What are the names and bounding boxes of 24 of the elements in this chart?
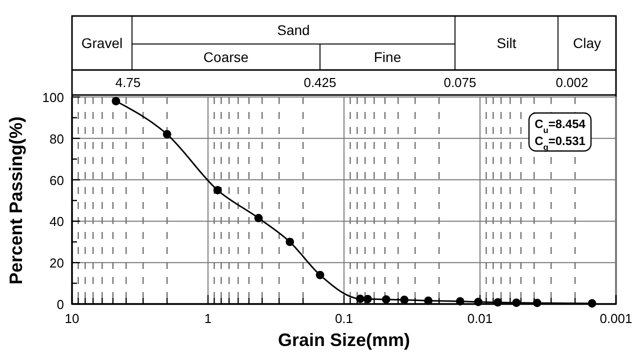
x-tick-label: 10 bbox=[64, 311, 80, 326]
annotation: C$_{u}$=8.454 bbox=[534, 117, 586, 135]
text: 0.425 bbox=[304, 75, 336, 90]
text: Fine bbox=[374, 49, 402, 65]
y-tick-label: 0 bbox=[56, 297, 64, 312]
x-axis-title: Grain Size(mm) bbox=[278, 330, 410, 350]
text: Silt bbox=[496, 35, 516, 51]
x-tick-label: 0.01 bbox=[467, 311, 493, 326]
text: Coarse bbox=[203, 49, 249, 65]
y-tick-label: 40 bbox=[50, 214, 64, 230]
y-tick-label: 80 bbox=[50, 131, 64, 146]
x-tick-label: 0.001 bbox=[600, 311, 632, 326]
text: Clay bbox=[572, 35, 602, 51]
text: Sand bbox=[277, 22, 310, 38]
y-axis-title: Percent Passing(%) bbox=[6, 116, 26, 285]
text: Gravel bbox=[81, 35, 123, 51]
text: 0.002 bbox=[556, 75, 588, 90]
text: 4.75 bbox=[115, 75, 141, 90]
text: 0.075 bbox=[444, 75, 476, 90]
x-tick-label: 1 bbox=[204, 311, 212, 326]
y-tick-label: 60 bbox=[50, 172, 64, 188]
x-tick-label: 0.1 bbox=[334, 311, 354, 326]
y-tick-label: 100 bbox=[42, 90, 64, 105]
y-tick-label: 20 bbox=[50, 256, 64, 271]
